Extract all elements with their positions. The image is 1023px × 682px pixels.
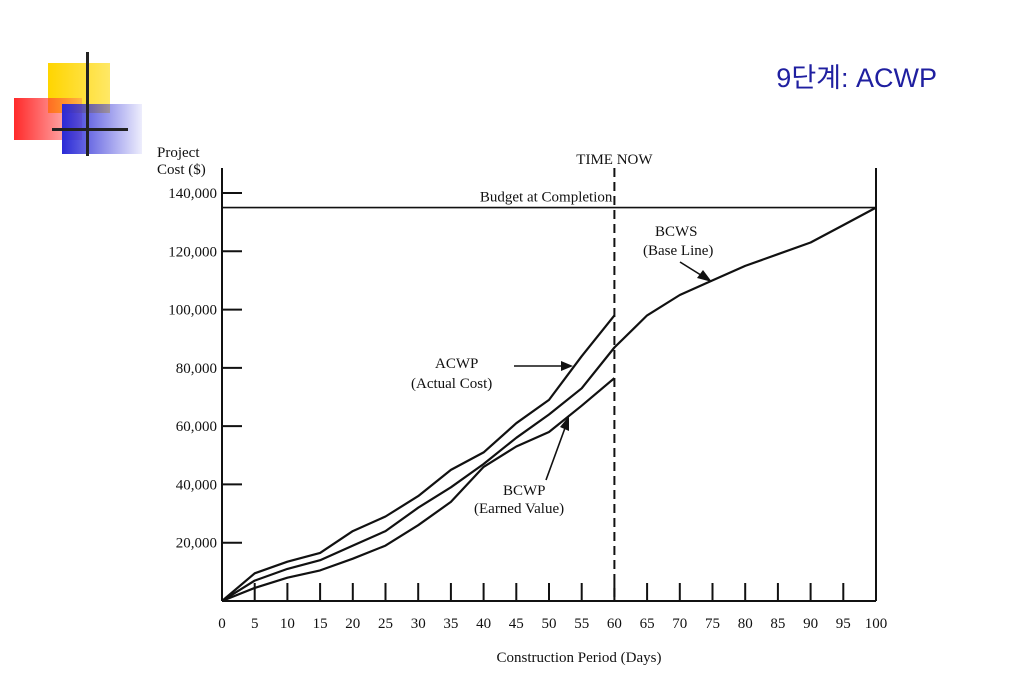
x-tick-label: 0 — [218, 616, 226, 632]
bcwp-annotation: BCWP (Earned Value) — [474, 416, 569, 517]
x-tick-label: 70 — [672, 616, 687, 632]
series-line-bcwp — [221, 377, 616, 603]
series-lines — [221, 206, 877, 603]
slide-title: 9단계: ACWP — [776, 63, 937, 93]
x-tick-label: 45 — [509, 616, 524, 632]
x-tick-label: 65 — [640, 616, 655, 632]
bcwp-annotation-line2: (Earned Value) — [474, 501, 564, 517]
y-tick-label: 120,000 — [168, 244, 217, 260]
bcwp-annotation-line1: BCWP — [503, 483, 546, 499]
x-tick-label: 80 — [738, 616, 753, 632]
y-axis-title-line2: Cost ($) — [157, 162, 206, 178]
bcws-annotation-line1: BCWS — [655, 224, 698, 240]
y-tick-label: 80,000 — [176, 361, 217, 377]
x-tick-label: 100 — [865, 616, 888, 632]
bcws-annotation: BCWS (Base Line) — [643, 224, 713, 282]
acwp-annotation-line1: ACWP — [435, 356, 478, 372]
acwp-annotation: ACWP (Actual Cost) — [411, 356, 573, 392]
x-tick-label: 35 — [443, 616, 458, 632]
bcwp-arrow-shaft — [545, 427, 566, 481]
x-tick-label: 40 — [476, 616, 491, 632]
logo-vertical-bar — [86, 52, 89, 156]
x-tick-label: 5 — [251, 616, 259, 632]
y-tick-label: 100,000 — [168, 303, 217, 319]
acwp-arrowhead — [561, 361, 573, 371]
y-axis-ticks: 20,000 40,000 60,000 80,000 100,000 120,000 14… — [168, 186, 242, 552]
bcwp-arrowhead — [560, 416, 569, 431]
y-axis-title-line1: Project — [157, 145, 200, 161]
bcws-arrowhead — [697, 270, 712, 282]
y-tick-label: 140,000 — [168, 186, 217, 202]
x-axis-ticks: 0 5 10 15 20 25 30 35 40 45 50 55 60 65 70 75 80 85 90 95 10… — [218, 583, 887, 632]
x-axis-title: Construction Period (Days) — [497, 650, 662, 666]
logo-horizontal-bar — [52, 128, 128, 131]
x-tick-label: 75 — [705, 616, 720, 632]
x-tick-label: 30 — [411, 616, 426, 632]
x-tick-label: 90 — [803, 616, 818, 632]
x-tick-label: 95 — [836, 616, 851, 632]
time-now-label: TIME NOW — [576, 152, 653, 168]
x-tick-label: 60 — [607, 616, 622, 632]
series-line-acwp — [221, 314, 616, 602]
y-tick-label: 40,000 — [176, 477, 217, 493]
y-axis-title: Project Cost ($) — [157, 145, 206, 178]
slide-logo-decoration — [0, 0, 150, 170]
x-tick-label: 50 — [542, 616, 557, 632]
x-tick-label: 15 — [313, 616, 328, 632]
bcws-annotation-line2: (Base Line) — [643, 243, 713, 259]
x-tick-label: 55 — [574, 616, 589, 632]
x-tick-label: 85 — [770, 616, 785, 632]
series-line-bcws — [221, 206, 877, 602]
x-tick-label: 25 — [378, 616, 393, 632]
x-tick-label: 10 — [280, 616, 295, 632]
x-tick-label: 20 — [345, 616, 360, 632]
acwp-annotation-line2: (Actual Cost) — [411, 376, 492, 392]
budget-at-completion-label: Budget at Completion — [480, 190, 613, 206]
y-tick-label: 60,000 — [176, 419, 217, 435]
y-tick-label: 20,000 — [176, 536, 217, 552]
